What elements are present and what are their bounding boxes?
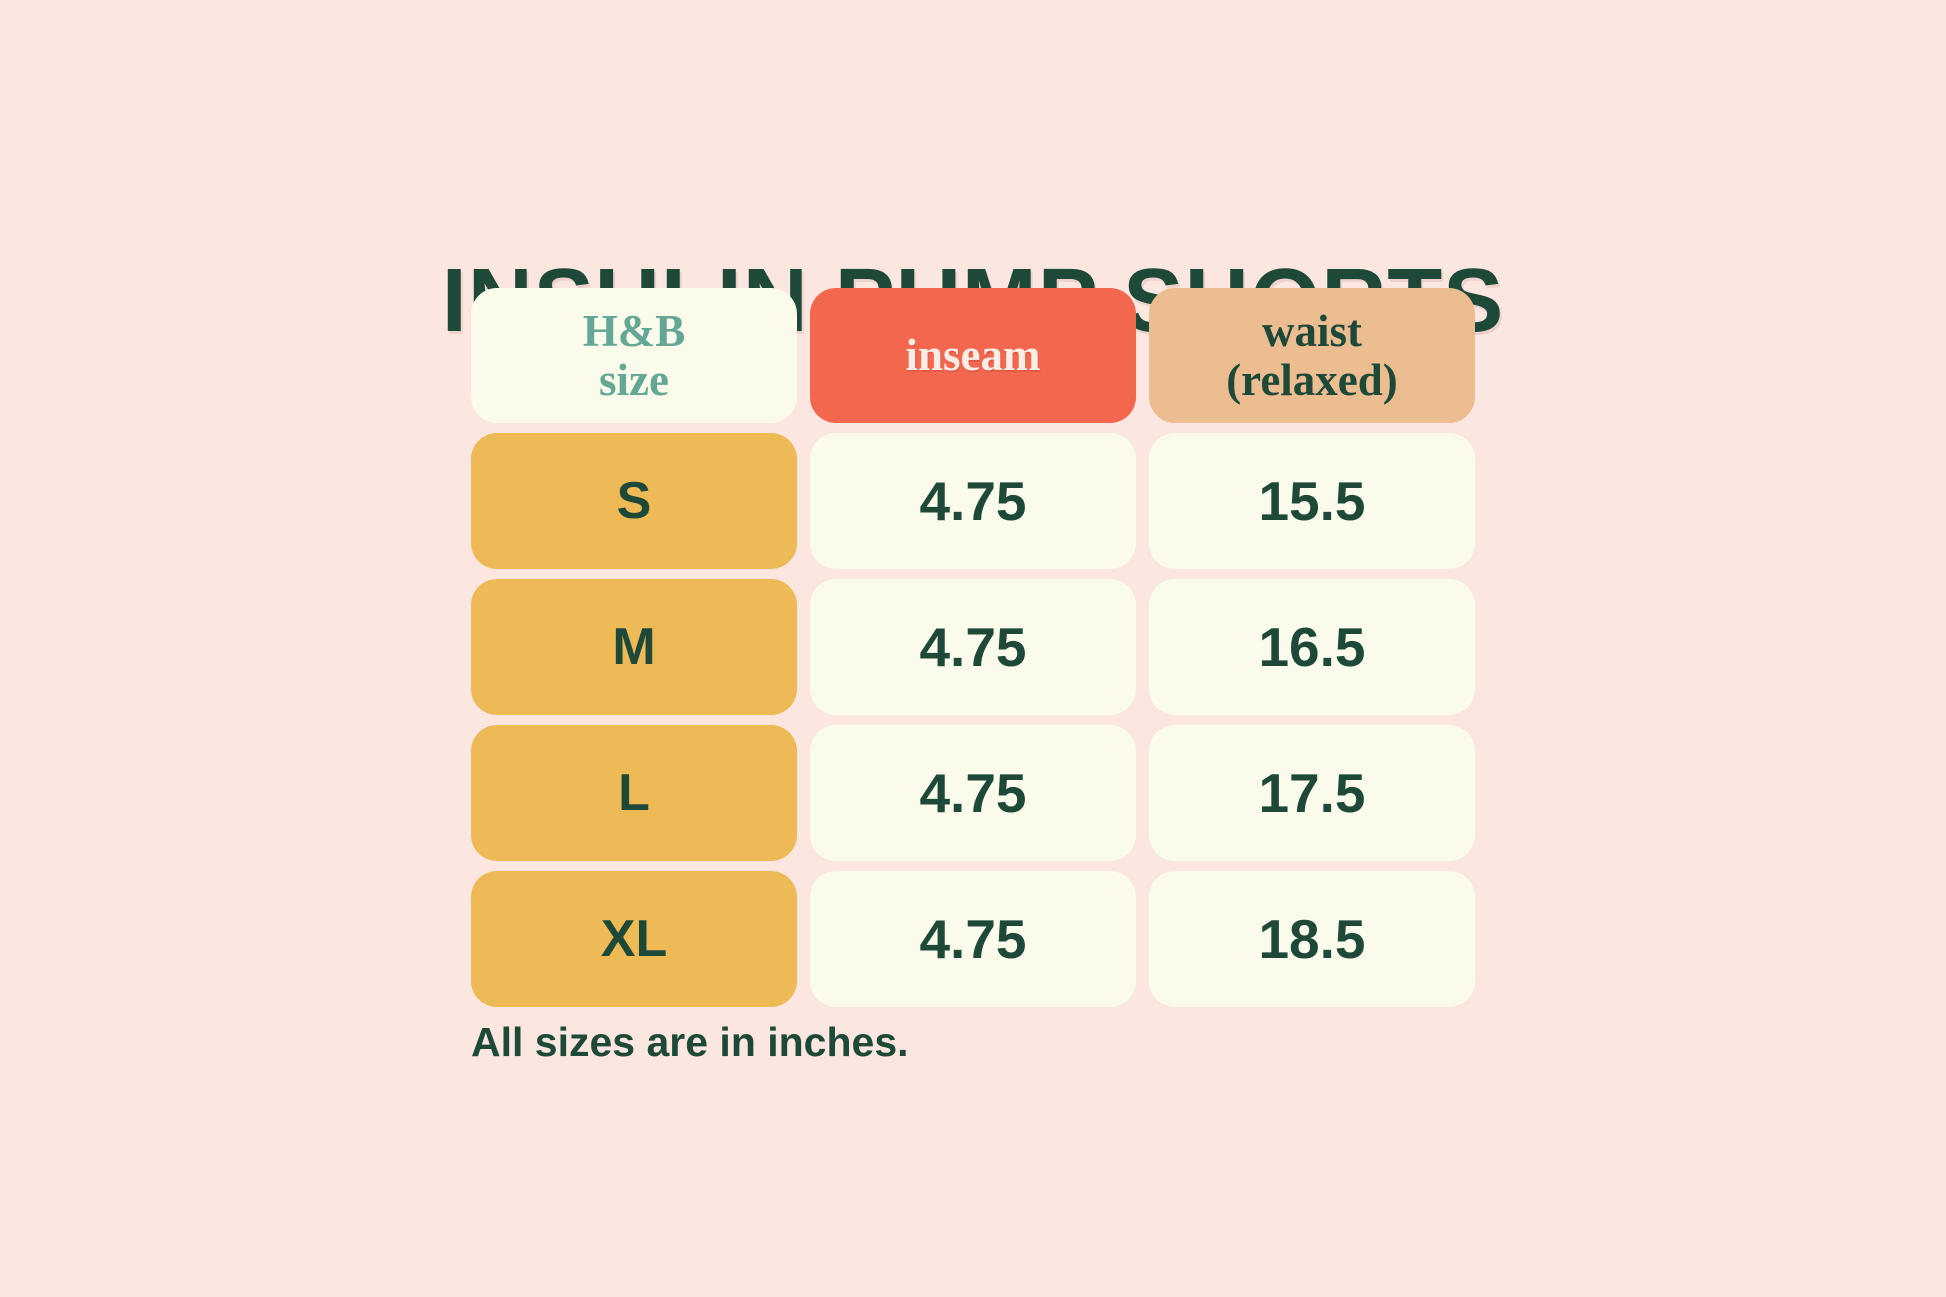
size-chart: H&B size inseam waist (relaxed) S 4.75 1… (471, 288, 1475, 1066)
column-header-waist-line1: waist (1262, 305, 1362, 356)
column-header-size: H&B size (471, 288, 797, 423)
column-header-waist: waist (relaxed) (1149, 288, 1475, 423)
inseam-value-s: 4.75 (810, 433, 1136, 569)
waist-value-s: 15.5 (1149, 433, 1475, 569)
column-header-inseam: inseam (810, 288, 1136, 423)
size-cell-m: M (471, 579, 797, 715)
waist-value-m: 16.5 (1149, 579, 1475, 715)
inseam-value-xl: 4.75 (810, 871, 1136, 1007)
column-header-waist-line2: (relaxed) (1226, 354, 1398, 405)
waist-value-xl: 18.5 (1149, 871, 1475, 1007)
size-cell-s: S (471, 433, 797, 569)
size-cell-xl: XL (471, 871, 797, 1007)
units-footnote: All sizes are in inches. (471, 1019, 909, 1065)
inseam-value-m: 4.75 (810, 579, 1136, 715)
column-header-size-line2: size (599, 354, 669, 405)
waist-value-l: 17.5 (1149, 725, 1475, 861)
column-header-inseam-line1: inseam (905, 330, 1041, 381)
size-cell-l: L (471, 725, 797, 861)
size-chart-table: H&B size inseam waist (relaxed) S 4.75 1… (471, 288, 1475, 1007)
inseam-value-l: 4.75 (810, 725, 1136, 861)
column-header-size-line1: H&B (582, 305, 686, 356)
